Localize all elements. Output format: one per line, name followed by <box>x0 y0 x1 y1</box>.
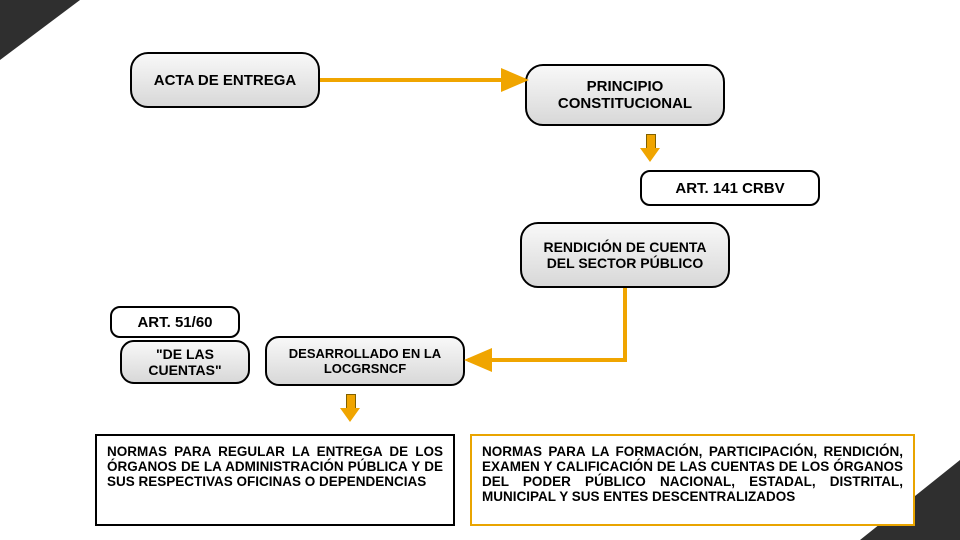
node-label: ART. 141 CRBV <box>675 180 784 197</box>
node-rendicion: RENDICIÓN DE CUENTA DEL SECTOR PÚBLICO <box>520 222 730 288</box>
node-art5160: ART. 51/60 <box>110 306 240 338</box>
box-text: NORMAS PARA LA FORMACIÓN, PARTICIPACIÓN,… <box>482 444 903 504</box>
node-label: "DE LAS CUENTAS" <box>132 346 238 378</box>
node-principio: PRINCIPIO CONSTITUCIONAL <box>525 64 725 126</box>
node-de-las-cuentas: "DE LAS CUENTAS" <box>120 340 250 384</box>
arrow-down-icon <box>340 394 360 424</box>
node-label: RENDICIÓN DE CUENTA DEL SECTOR PÚBLICO <box>532 239 718 271</box>
node-desarrollado: DESARROLLADO EN LA LOCGRSNCF <box>265 336 465 386</box>
box-normas-formacion: NORMAS PARA LA FORMACIÓN, PARTICIPACIÓN,… <box>470 434 915 526</box>
node-label: ACTA DE ENTREGA <box>154 72 297 89</box>
node-acta-de-entrega: ACTA DE ENTREGA <box>130 52 320 108</box>
arrow-down-icon <box>640 134 660 164</box>
node-label: ART. 51/60 <box>137 314 212 331</box>
box-normas-regular: NORMAS PARA REGULAR LA ENTREGA DE LOS ÓR… <box>95 434 455 526</box>
decor-corner-tl <box>0 0 80 60</box>
node-art141: ART. 141 CRBV <box>640 170 820 206</box>
node-label: DESARROLLADO EN LA LOCGRSNCF <box>277 346 453 376</box>
box-text: NORMAS PARA REGULAR LA ENTREGA DE LOS ÓR… <box>107 444 443 489</box>
node-label: PRINCIPIO CONSTITUCIONAL <box>537 78 713 112</box>
